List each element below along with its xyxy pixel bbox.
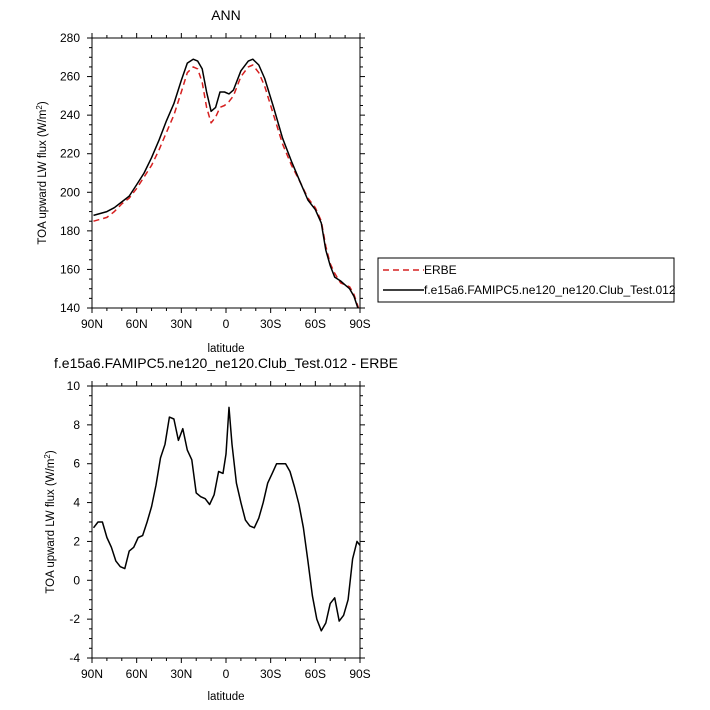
legend-label-model: f.e15a6.FAMIPC5.ne120_ne120.Club_Test.01… bbox=[424, 283, 676, 297]
top-y-tick-label: 240 bbox=[60, 108, 80, 122]
bottom-y-tick-label: 6 bbox=[73, 457, 80, 471]
top-x-tick-label: 90S bbox=[349, 317, 370, 331]
top-x-tick-label: 30S bbox=[260, 317, 281, 331]
bottom-chart-title: f.e15a6.FAMIPC5.ne120_ne120.Club_Test.01… bbox=[54, 355, 398, 371]
bottom-x-tick-label: 90N bbox=[81, 667, 103, 681]
top-plot-area bbox=[93, 58, 360, 308]
bottom-panel: f.e15a6.FAMIPC5.ne120_ne120.Club_Test.01… bbox=[43, 355, 398, 703]
top-series-line-1 bbox=[93, 58, 359, 308]
bottom-axis-ticks: 90N 60N 30N 0 30S 60S 90S -4 -2 0 2 4 6 8 10 bbox=[67, 379, 371, 681]
top-panel: ANN latitude TOA upward LW flux (W/m2) 9… bbox=[35, 7, 371, 355]
top-y-axis-title-sup: 2 bbox=[35, 105, 44, 110]
bottom-x-tick-label: 30S bbox=[260, 667, 281, 681]
top-y-tick-label: 220 bbox=[60, 147, 80, 161]
top-y-tick-label: 140 bbox=[60, 301, 80, 315]
bottom-y-tick-label: 4 bbox=[73, 496, 80, 510]
bottom-plot-area bbox=[92, 406, 360, 632]
bottom-y-tick-label: 8 bbox=[73, 418, 80, 432]
top-x-axis-title: latitude bbox=[207, 343, 244, 355]
top-chart-title: ANN bbox=[211, 7, 241, 23]
bottom-series-line-0 bbox=[92, 406, 360, 632]
top-y-tick-label: 260 bbox=[60, 70, 80, 84]
top-axis-ticks: 90N 60N 30N 0 30S 60S 90S 140 160 180 200 220 240 260… bbox=[60, 31, 371, 331]
bottom-y-axis-title-close: ) bbox=[45, 450, 57, 454]
bottom-plot-frame bbox=[91, 385, 361, 659]
bottom-x-tick-label: 60S bbox=[305, 667, 326, 681]
top-y-axis-title: TOA upward LW flux (W/m2) bbox=[35, 101, 49, 245]
top-x-tick-label: 0 bbox=[223, 317, 230, 331]
top-x-tick-label: 90N bbox=[81, 317, 103, 331]
legend: ERBE f.e15a6.FAMIPC5.ne120_ne120.Club_Te… bbox=[377, 257, 676, 303]
bottom-y-axis-title-sup: 2 bbox=[43, 454, 52, 459]
bottom-x-tick-label: 90S bbox=[349, 667, 370, 681]
top-series-line-0 bbox=[93, 64, 360, 308]
bottom-y-tick-label: -4 bbox=[69, 651, 80, 665]
top-y-axis-title-text: TOA upward LW flux (W/m bbox=[37, 110, 49, 245]
top-x-tick-label: 60S bbox=[305, 317, 326, 331]
top-y-tick-label: 200 bbox=[60, 185, 80, 199]
legend-box bbox=[377, 257, 675, 303]
bottom-y-axis-title-text: TOA upward LW flux (W/m bbox=[45, 459, 57, 594]
bottom-y-tick-label: -2 bbox=[69, 612, 80, 626]
bottom-x-tick-label: 60N bbox=[126, 667, 148, 681]
top-y-tick-label: 280 bbox=[60, 31, 80, 45]
legend-label-erbe: ERBE bbox=[424, 263, 457, 277]
top-x-tick-label: 60N bbox=[126, 317, 148, 331]
top-y-axis-title-close: ) bbox=[37, 101, 49, 105]
bottom-x-tick-label: 30N bbox=[170, 667, 192, 681]
top-plot-frame bbox=[91, 37, 361, 309]
bottom-y-axis-title: TOA upward LW flux (W/m2) bbox=[43, 450, 57, 594]
bottom-x-axis-title: latitude bbox=[207, 691, 244, 703]
bottom-x-tick-label: 0 bbox=[223, 667, 230, 681]
top-y-tick-label: 180 bbox=[60, 224, 80, 238]
bottom-y-tick-label: 0 bbox=[73, 573, 80, 587]
top-x-tick-label: 30N bbox=[170, 317, 192, 331]
top-y-tick-label: 160 bbox=[60, 262, 80, 276]
bottom-y-tick-label: 10 bbox=[67, 379, 81, 393]
bottom-y-tick-label: 2 bbox=[73, 534, 80, 548]
